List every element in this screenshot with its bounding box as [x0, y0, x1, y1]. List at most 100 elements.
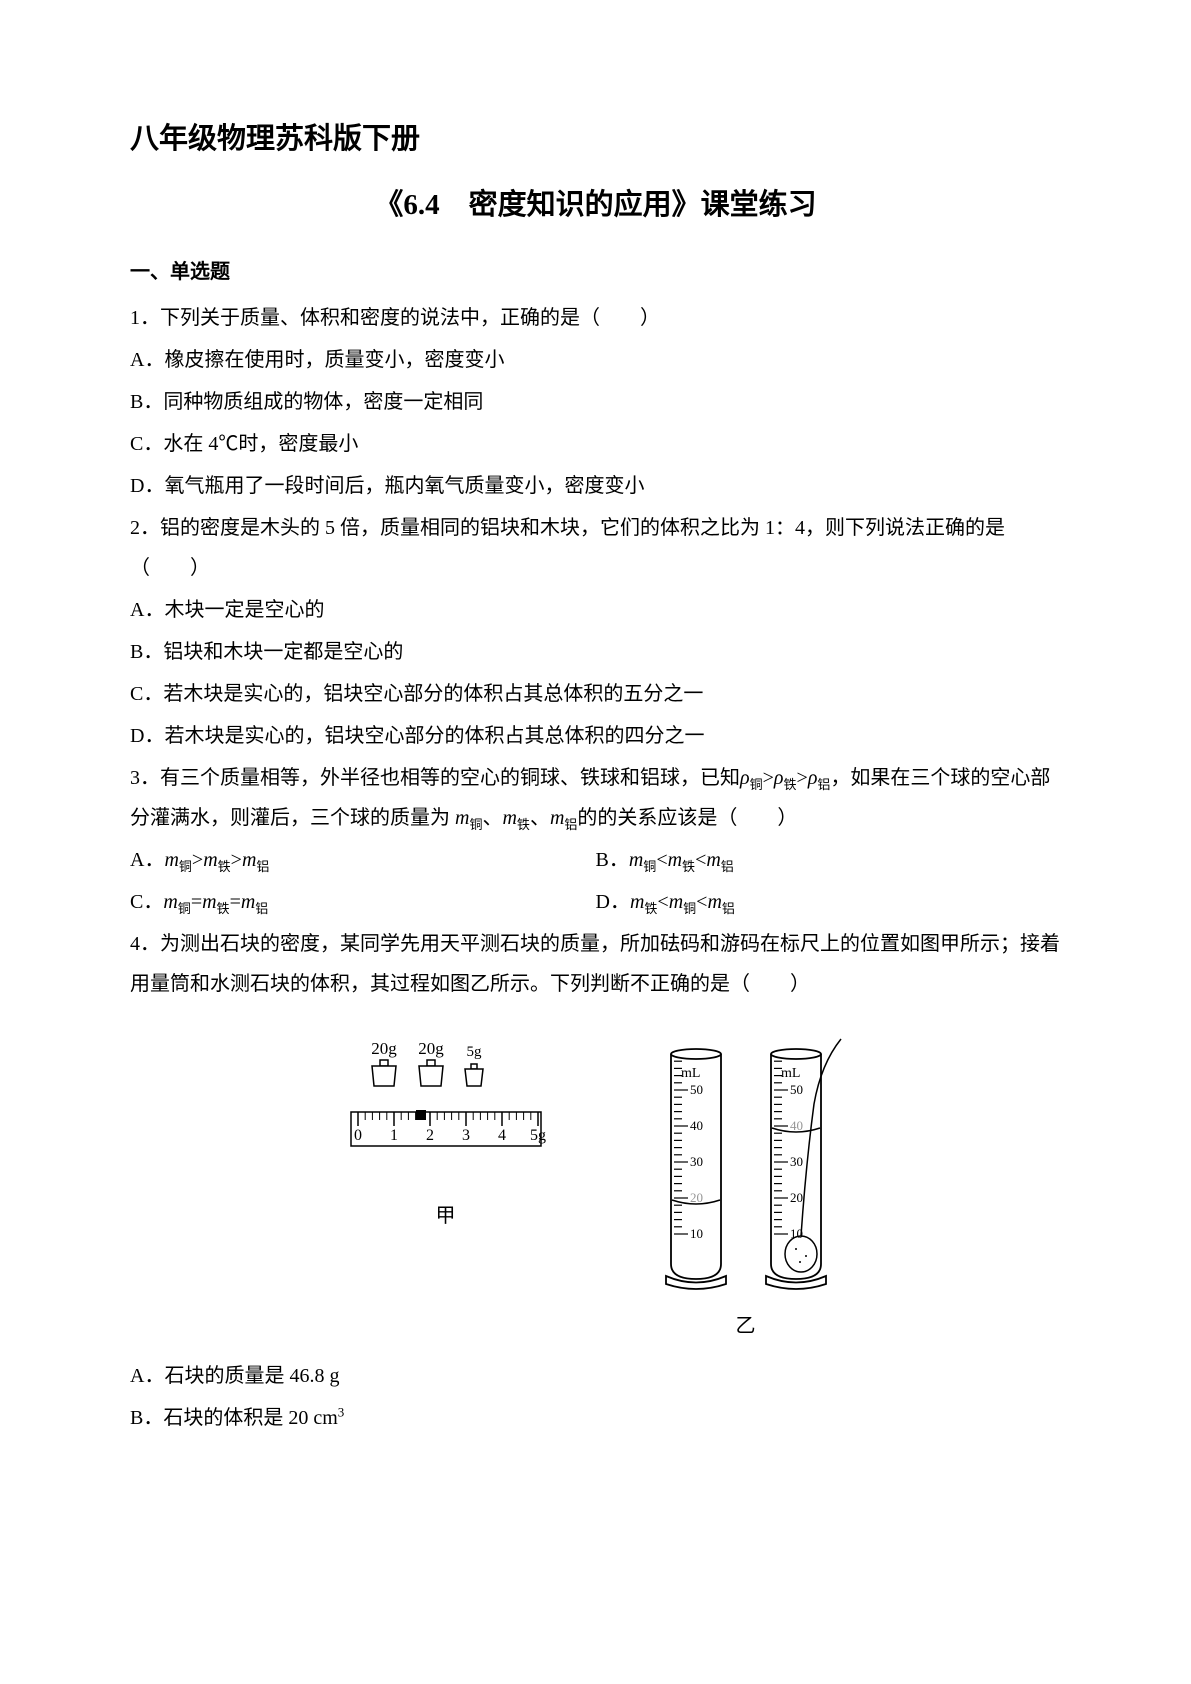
q1-option-c: C．水在 4℃时，密度最小 — [130, 424, 1061, 464]
svg-text:40: 40 — [690, 1118, 703, 1133]
op1: > — [192, 849, 203, 871]
s2: 铁 — [218, 859, 231, 874]
q4-b-prefix: B．石块的体积是 20 cm — [130, 1407, 338, 1429]
op3: < — [656, 849, 667, 871]
figure-label-jia: 甲 — [436, 1196, 456, 1236]
weights-diagram: 20g 20g 5g — [336, 1034, 556, 1184]
q4-b-sup: 3 — [338, 1404, 345, 1419]
q3-option-a: A．m铜>m铁>m铝 — [130, 840, 596, 880]
op6: = — [230, 891, 241, 913]
op7: < — [657, 891, 668, 913]
s11: 铜 — [683, 901, 696, 916]
svg-text:5g: 5g — [530, 1127, 546, 1144]
comma1: 、 — [482, 807, 502, 829]
m-sub-al: 铝 — [564, 817, 577, 832]
m7: m — [163, 891, 177, 913]
comma2: 、 — [530, 807, 550, 829]
cylinders-diagram: mL 50 40 30 20 10 — [636, 1034, 856, 1294]
q1-option-d: D．氧气瓶用了一段时间后，瓶内氧气质量变小，密度变小 — [130, 466, 1061, 506]
svg-text:mL: mL — [781, 1066, 800, 1081]
rho-fe: ρ — [774, 767, 784, 789]
q2-option-c: C．若木块是实心的，铝块空心部分的体积占其总体积的五分之一 — [130, 674, 1061, 714]
s7: 铜 — [178, 901, 191, 916]
q2-option-b: B．铝块和木块一定都是空心的 — [130, 632, 1061, 672]
m6: m — [706, 849, 720, 871]
m9: m — [241, 891, 255, 913]
q4-option-a: A．石块的质量是 46.8 g — [130, 1356, 1061, 1396]
s8: 铁 — [217, 901, 230, 916]
q3-option-b: B．m铜<m铁<m铝 — [596, 840, 1062, 880]
svg-text:20: 20 — [790, 1190, 803, 1205]
m5: m — [668, 849, 682, 871]
m2: m — [203, 849, 217, 871]
svg-text:30: 30 — [690, 1154, 703, 1169]
svg-text:40: 40 — [790, 1118, 803, 1133]
svg-text:mL: mL — [681, 1066, 700, 1081]
s12: 铝 — [722, 901, 735, 916]
q3-option-d: D．m铁<m铜<m铝 — [596, 882, 1062, 922]
m12: m — [707, 891, 721, 913]
svg-text:50: 50 — [790, 1082, 803, 1097]
q1-option-b: B．同种物质组成的物体，密度一定相同 — [130, 382, 1061, 422]
rho-al: ρ — [808, 767, 818, 789]
m4: m — [629, 849, 643, 871]
s4: 铜 — [643, 859, 656, 874]
rho-cu: ρ — [740, 767, 750, 789]
svg-text:10: 10 — [790, 1226, 803, 1241]
m-sub-fe: 铁 — [517, 817, 530, 832]
svg-text:10: 10 — [690, 1226, 703, 1241]
gt2: > — [797, 767, 808, 789]
q4-option-b: B．石块的体积是 20 cm3 — [130, 1398, 1061, 1438]
svg-text:50: 50 — [690, 1082, 703, 1097]
s6: 铝 — [721, 859, 734, 874]
page-title-1: 八年级物理苏科版下册 — [130, 110, 1061, 168]
q3-stem-prefix: 3．有三个质量相等，外半径也相等的空心的铜球、铁球和铝球，已知 — [130, 767, 740, 789]
svg-text:1: 1 — [390, 1127, 398, 1144]
op4: < — [695, 849, 706, 871]
m10: m — [630, 891, 644, 913]
figure-yi: mL 50 40 30 20 10 — [636, 1034, 856, 1346]
s5: 铁 — [682, 859, 695, 874]
sub-cu: 铜 — [750, 777, 763, 792]
q2-option-d: D．若木块是实心的，铝块空心部分的体积占其总体积的四分之一 — [130, 716, 1061, 756]
svg-text:3: 3 — [462, 1127, 470, 1144]
svg-text:20g: 20g — [371, 1039, 397, 1058]
q3-b-prefix: B． — [596, 849, 629, 871]
svg-text:0: 0 — [354, 1127, 362, 1144]
q2-stem: 2．铝的密度是木头的 5 倍，质量相同的铝块和木块，它们的体积之比为 1：4，则… — [130, 508, 1061, 588]
figure-jia: 20g 20g 5g — [336, 1034, 556, 1346]
figure-container: 20g 20g 5g — [130, 1034, 1061, 1346]
q3-option-c: C．m铜=m铁=m铝 — [130, 882, 596, 922]
s9: 铝 — [255, 901, 268, 916]
page-title-2: 《6.4 密度知识的应用》课堂练习 — [130, 176, 1061, 234]
q3-stem: 3．有三个质量相等，外半径也相等的空心的铜球、铁球和铝球，已知ρ铜>ρ铁>ρ铝，… — [130, 758, 1061, 838]
m-cu: m — [455, 807, 469, 829]
q2-option-a: A．木块一定是空心的 — [130, 590, 1061, 630]
q1-option-a: A．橡皮擦在使用时，质量变小，密度变小 — [130, 340, 1061, 380]
m-fe: m — [502, 807, 516, 829]
figure-label-yi: 乙 — [736, 1306, 756, 1346]
sub-fe: 铁 — [784, 777, 797, 792]
m8: m — [202, 891, 216, 913]
op5: = — [191, 891, 202, 913]
gt1: > — [763, 767, 774, 789]
op8: < — [696, 891, 707, 913]
m-sub-cu: 铜 — [469, 817, 482, 832]
svg-text:30: 30 — [790, 1154, 803, 1169]
s10: 铁 — [644, 901, 657, 916]
s3: 铝 — [256, 859, 269, 874]
q1-stem: 1．下列关于质量、体积和密度的说法中，正确的是（ ） — [130, 298, 1061, 338]
q3-a-prefix: A． — [130, 849, 164, 871]
svg-text:4: 4 — [498, 1127, 506, 1144]
m-al: m — [550, 807, 564, 829]
q3-stem-tail: 的的关系应该是（ ） — [577, 807, 797, 829]
sub-al: 铝 — [817, 777, 830, 792]
svg-text:20g: 20g — [418, 1039, 444, 1058]
q3-c-prefix: C． — [130, 891, 163, 913]
s1: 铜 — [179, 859, 192, 874]
q3-d-prefix: D． — [596, 891, 630, 913]
q4-stem: 4．为测出石块的密度，某同学先用天平测石块的质量，所加砝码和游码在标尺上的位置如… — [130, 924, 1061, 1004]
op2: > — [231, 849, 242, 871]
m11: m — [669, 891, 683, 913]
svg-text:5g: 5g — [466, 1044, 482, 1060]
